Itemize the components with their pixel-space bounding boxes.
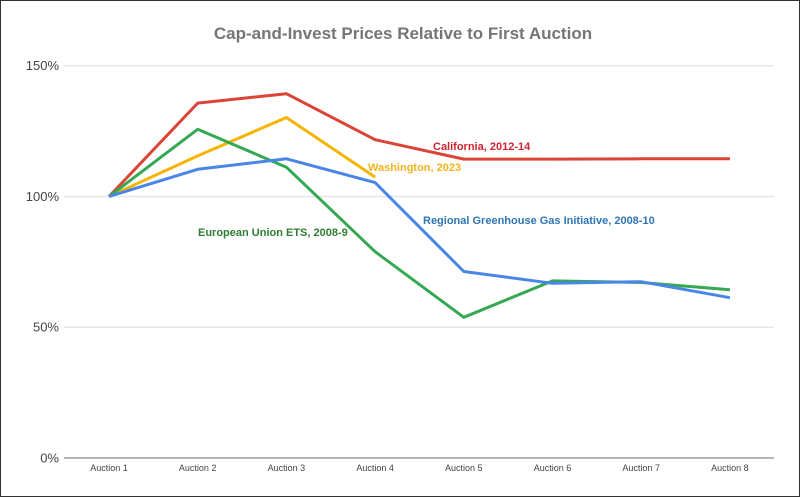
series-label: Regional Greenhouse Gas Initiative, 2008… <box>423 215 655 227</box>
series-lines <box>107 92 731 319</box>
x-tick-label: Auction 6 <box>534 463 572 473</box>
series-line-3 <box>108 157 731 300</box>
gridlines <box>64 64 774 459</box>
y-tick-label: 150% <box>26 58 60 73</box>
x-tick-label: Auction 2 <box>179 463 217 473</box>
series-label: Washington, 2023 <box>368 162 461 174</box>
x-tick-label: Auction 8 <box>711 463 749 473</box>
x-tick-label: Auction 4 <box>356 463 394 473</box>
series-line-0 <box>107 92 730 198</box>
y-axis-ticks: 0% 50% 100% 150% <box>26 58 60 465</box>
y-tick-label: 0% <box>40 451 59 466</box>
chart-title: Cap-and-Invest Prices Relative to First … <box>214 24 592 43</box>
x-tick-label: Auction 5 <box>445 463 483 473</box>
y-tick-label: 100% <box>26 189 60 204</box>
series-line-1 <box>108 116 376 198</box>
x-tick-label: Auction 1 <box>90 463 128 473</box>
series-label: California, 2012-14 <box>433 141 531 153</box>
series-label: European Union ETS, 2008-9 <box>198 227 348 239</box>
x-tick-label: Auction 3 <box>268 463 306 473</box>
series-labels: California, 2012-14 Washington, 2023 Europ… <box>198 141 655 239</box>
x-tick-label: Auction 7 <box>622 463 660 473</box>
x-axis-ticks: Auction 1 Auction 2 Auction 3 Auction 4 Auct… <box>90 463 748 473</box>
y-tick-label: 50% <box>33 320 59 335</box>
